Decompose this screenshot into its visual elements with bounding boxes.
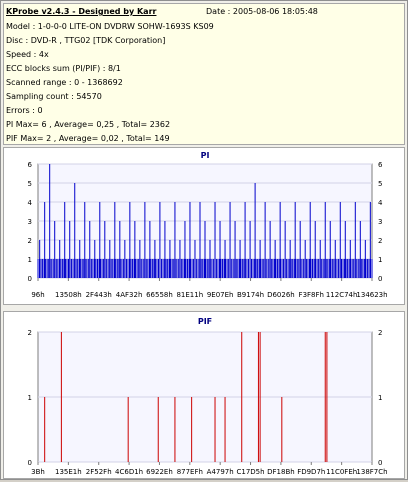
pif-svg-xtick-label: 4C6D1h xyxy=(115,468,143,476)
pif-svg-ytick-left: 1 xyxy=(28,394,32,402)
pi-svg-ytick-left: 6 xyxy=(28,161,33,169)
pi-svg-xtick-label: 96h xyxy=(31,291,44,299)
pi-svg-xtick-label: 81E11h xyxy=(176,291,203,299)
pi-summary-line: PI Max= 6 , Average= 0,25 , Total= 2362 xyxy=(6,120,171,129)
pif-svg-xtick-label: C17D5h xyxy=(237,468,265,476)
pi-svg-xtick-label: 134623h xyxy=(356,291,387,299)
pi-svg-ytick-left: 2 xyxy=(28,237,32,245)
pi-svg-xtick-label: 9E07Eh xyxy=(207,291,234,299)
pi-svg-xtick-label: F3F8Fh xyxy=(299,291,324,299)
pif-svg-xtick-label: 138F7Ch xyxy=(356,468,387,476)
pi-svg-ytick-right: 4 xyxy=(378,199,383,207)
pi-svg-xtick-label: B9174h xyxy=(237,291,264,299)
pi-svg-ytick-left: 3 xyxy=(28,218,32,226)
pi-svg-ytick-left: 5 xyxy=(28,180,32,188)
pi-svg-ytick-right: 1 xyxy=(378,256,382,264)
pif-svg-xtick-label: FD9D7h xyxy=(297,468,325,476)
pif-chart-panel: PIF 0 0 1 1 2 2 3Bh 135E1h 2F52Fh 4C6D1h 6922Eh 877E… xyxy=(3,311,405,479)
pi-svg-xtick-label: 112C74h xyxy=(326,291,358,299)
speed-line: Speed : 4x xyxy=(6,50,49,59)
pi-svg-xtick-label: 13508h xyxy=(55,291,82,299)
pi-svg-title: PI xyxy=(201,151,210,160)
pi-svg-ytick-right: 0 xyxy=(378,275,382,283)
pif-svg-title: PIF xyxy=(198,317,212,326)
pi-svg-ytick-left: 4 xyxy=(28,199,33,207)
pif-svg-xtick-label: A4797h xyxy=(207,468,234,476)
pif-svg-xtick-label: 135E1h xyxy=(55,468,82,476)
pi-svg-ytick-right: 2 xyxy=(378,237,382,245)
errors-line: Errors : 0 xyxy=(6,106,43,115)
scan-date: Date : 2005-08-06 18:05:48 xyxy=(206,7,318,16)
pif-svg-xtick-label: 877EFh xyxy=(177,468,203,476)
ecc-blocks-line: ECC blocks sum (PI/PIF) : 8/1 xyxy=(6,64,121,73)
pi-svg-ytick-right: 6 xyxy=(378,161,383,169)
pif-svg-xtick-label: 2F52Fh xyxy=(86,468,112,476)
pi-svg-ytick-left: 0 xyxy=(28,275,32,283)
pif-svg-xtick-label: DF18Bh xyxy=(267,468,295,476)
app-title: KProbe v2.4.3 - Designed by Karr xyxy=(6,7,157,16)
pif-svg-ytick-right: 1 xyxy=(378,394,382,402)
pif-svg-ytick-right: 0 xyxy=(378,459,382,467)
scan-info-panel: KProbe v2.4.3 - Designed by Karr Date : … xyxy=(3,3,405,145)
pi-svg-ytick-left: 1 xyxy=(28,256,32,264)
pi-svg-ytick-right: 3 xyxy=(378,218,382,226)
pi-chart-panel: PI 0 0 1 1 2 2 3 3 4 4 5 5 6 6 96h 13508h 2F443h 4AF32h 665… xyxy=(3,147,405,305)
pif-svg-ytick-left: 2 xyxy=(28,329,32,337)
pif-chart: PIF 0 0 1 1 2 2 3Bh 135E1h 2F52Fh 4C6D1h 6922Eh 877E… xyxy=(28,317,388,476)
pi-svg-xtick-label: D6026h xyxy=(267,291,295,299)
pi-svg-xtick-label: 2F443h xyxy=(86,291,112,299)
sampling-count-line: Sampling count : 54570 xyxy=(6,92,102,101)
pif-svg-ytick-left: 0 xyxy=(28,459,32,467)
scanned-range-line: Scanned range : 0 - 1368692 xyxy=(6,78,123,87)
pi-chart: PI 0 0 1 1 2 2 3 3 4 4 5 5 6 6 96h 13508h 2F443h 4AF32h 665… xyxy=(28,151,388,299)
disc-line: Disc : DVD-R , TTG02 [TDK Corporation] xyxy=(6,36,166,45)
pif-svg-xtick-label: 11C0FEh xyxy=(326,468,357,476)
pif-summary-line: PIF Max= 2 , Average= 0,02 , Total= 149 xyxy=(6,134,170,143)
pi-svg-xtick-label: 4AF32h xyxy=(116,291,143,299)
pif-svg-xtick-label: 3Bh xyxy=(31,468,45,476)
pi-svg-ytick-right: 5 xyxy=(378,180,382,188)
model-line: Model : 1-0-0-0 LITE-ON DVDRW SOHW-1693S… xyxy=(6,22,214,31)
pif-svg-xtick-label: 6922Eh xyxy=(146,468,173,476)
pi-svg-xtick-label: 66558h xyxy=(146,291,173,299)
pif-svg-ytick-right: 2 xyxy=(378,329,382,337)
